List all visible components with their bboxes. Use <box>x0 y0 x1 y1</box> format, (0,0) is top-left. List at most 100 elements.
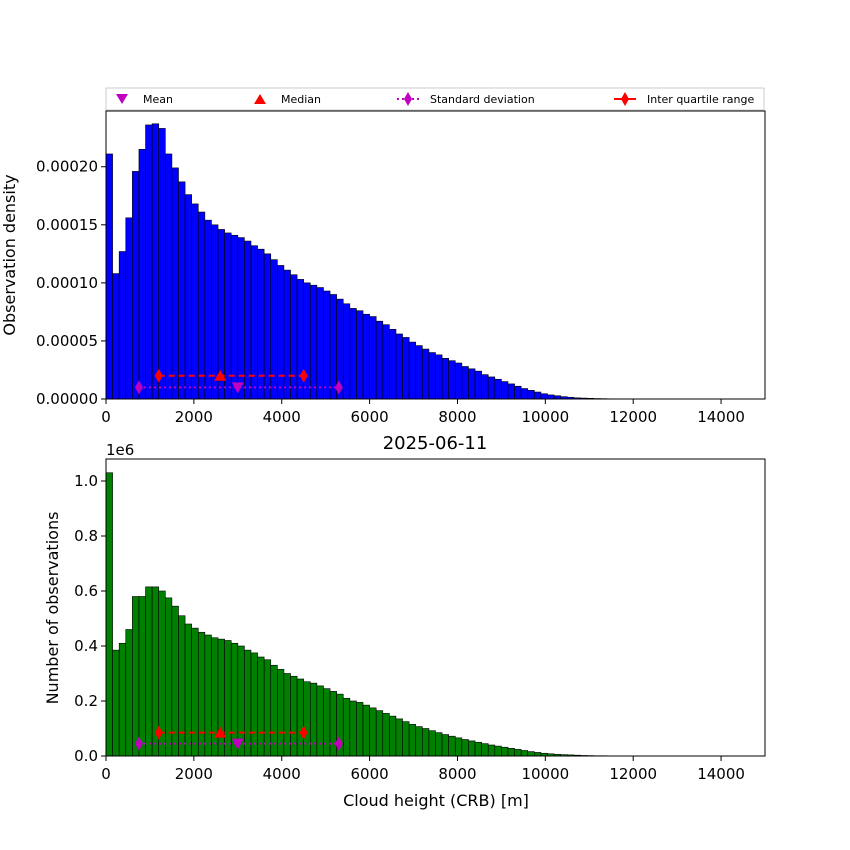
density-bar <box>263 253 272 400</box>
density-bar <box>197 211 206 400</box>
count-bar <box>184 623 192 757</box>
density-bar <box>270 259 278 400</box>
count-bar <box>211 637 219 757</box>
count-bar <box>257 656 265 757</box>
density-bar <box>329 294 337 400</box>
density-bar <box>277 265 285 400</box>
density-bar <box>395 333 403 400</box>
density-y-tick-label: 0.00020 <box>36 158 98 176</box>
count-y-tick-label: 0.4 <box>74 637 98 655</box>
count-bar <box>145 586 153 757</box>
density-bar <box>296 279 304 400</box>
density-bar <box>468 368 476 400</box>
count-plot-frame <box>105 458 766 757</box>
legend-label-std: Standard deviation <box>430 93 535 106</box>
count-bar <box>527 751 535 757</box>
density-bar <box>204 219 212 400</box>
count-bar <box>474 741 482 757</box>
count-x-axis-label: Cloud height (CRB) [m] <box>343 791 529 810</box>
density-bar <box>375 320 384 400</box>
count-bar <box>329 691 337 757</box>
count-y-tick-label: 1.0 <box>74 472 98 490</box>
density-bar <box>389 329 397 400</box>
count-bar <box>534 752 542 757</box>
count-y-offset-text: 1e6 <box>106 441 134 459</box>
legend-item-median: Median <box>254 93 321 106</box>
legend-label-mean: Mean <box>143 93 173 106</box>
density-bar <box>309 284 318 400</box>
density-bar <box>501 381 509 400</box>
count-bar <box>481 743 489 757</box>
density-bar <box>461 366 469 400</box>
density-bar <box>191 203 199 400</box>
count-bar <box>501 746 509 757</box>
density-bar <box>178 181 186 400</box>
density-x-tick-label: 14000 <box>697 408 745 426</box>
count-bar <box>454 737 463 757</box>
legend-frame <box>105 87 765 111</box>
density-bar <box>448 360 456 400</box>
count-y-axis-label: Number of observations <box>43 512 62 705</box>
density-bar <box>303 282 311 400</box>
legend-label-median: Median <box>281 93 321 106</box>
density-x-tick-label: 6000 <box>351 408 389 426</box>
count-bar <box>138 596 146 757</box>
count-bar <box>514 749 522 757</box>
count-y-tick-label: 0.2 <box>74 692 98 710</box>
density-bar <box>547 394 555 400</box>
density-bar <box>487 376 496 400</box>
count-bar <box>507 747 515 757</box>
count-bar <box>197 631 206 757</box>
count-bar <box>250 652 258 757</box>
density-y-tick-label: 0.00000 <box>36 390 98 408</box>
density-stat-markers <box>134 368 343 395</box>
density-bar <box>454 362 463 400</box>
count-chart-title: 2025-06-11 <box>383 433 488 454</box>
density-bar <box>112 273 120 400</box>
diamond-icon <box>621 92 629 106</box>
count-bars <box>105 472 667 757</box>
density-x-tick-label: 2000 <box>175 408 213 426</box>
density-bar <box>165 153 173 400</box>
count-bar <box>204 634 212 757</box>
count-bar <box>290 675 298 757</box>
density-x-tick-label: 10000 <box>521 408 569 426</box>
density-plot-frame <box>105 110 766 400</box>
density-y-axis-label: Observation density <box>0 174 19 335</box>
count-x-axis: 0 2000 4000 6000 8000 10000 12000 14000 <box>101 756 745 783</box>
count-stat-markers <box>134 725 343 751</box>
count-bar <box>178 615 186 757</box>
legend-item-std: Standard deviation <box>397 92 535 106</box>
density-bar <box>105 153 113 400</box>
count-bar <box>303 681 311 757</box>
density-bar <box>382 324 390 400</box>
density-bar <box>520 388 529 400</box>
count-bar <box>224 640 232 757</box>
count-bar <box>244 649 252 757</box>
count-bar <box>408 724 417 757</box>
density-bar <box>481 374 489 400</box>
count-bar <box>461 739 469 757</box>
count-bar <box>132 596 140 757</box>
count-x-tick-label: 12000 <box>609 765 657 783</box>
legend-label-iqr: Inter quartile range <box>647 93 754 106</box>
density-x-tick-label: 4000 <box>263 408 301 426</box>
density-bar <box>132 171 140 400</box>
density-bar <box>283 269 291 400</box>
density-bar <box>514 385 522 400</box>
count-bar <box>422 728 430 757</box>
count-bar <box>369 707 377 757</box>
count-bar <box>441 734 449 757</box>
density-bar <box>507 383 515 400</box>
count-histogram-panel: 2025-06-11 0 2000 4000 6000 8000 10000 12000 14… <box>43 433 766 810</box>
density-bar <box>408 341 417 400</box>
density-bar <box>118 251 127 400</box>
count-bar <box>105 472 113 757</box>
count-iqr-marker <box>154 725 163 740</box>
density-bars <box>105 123 667 400</box>
count-iqr-marker <box>299 725 308 740</box>
count-bar <box>468 740 476 757</box>
density-bar <box>151 123 160 400</box>
legend: Mean Median Standard deviation Inter qua… <box>105 87 765 111</box>
